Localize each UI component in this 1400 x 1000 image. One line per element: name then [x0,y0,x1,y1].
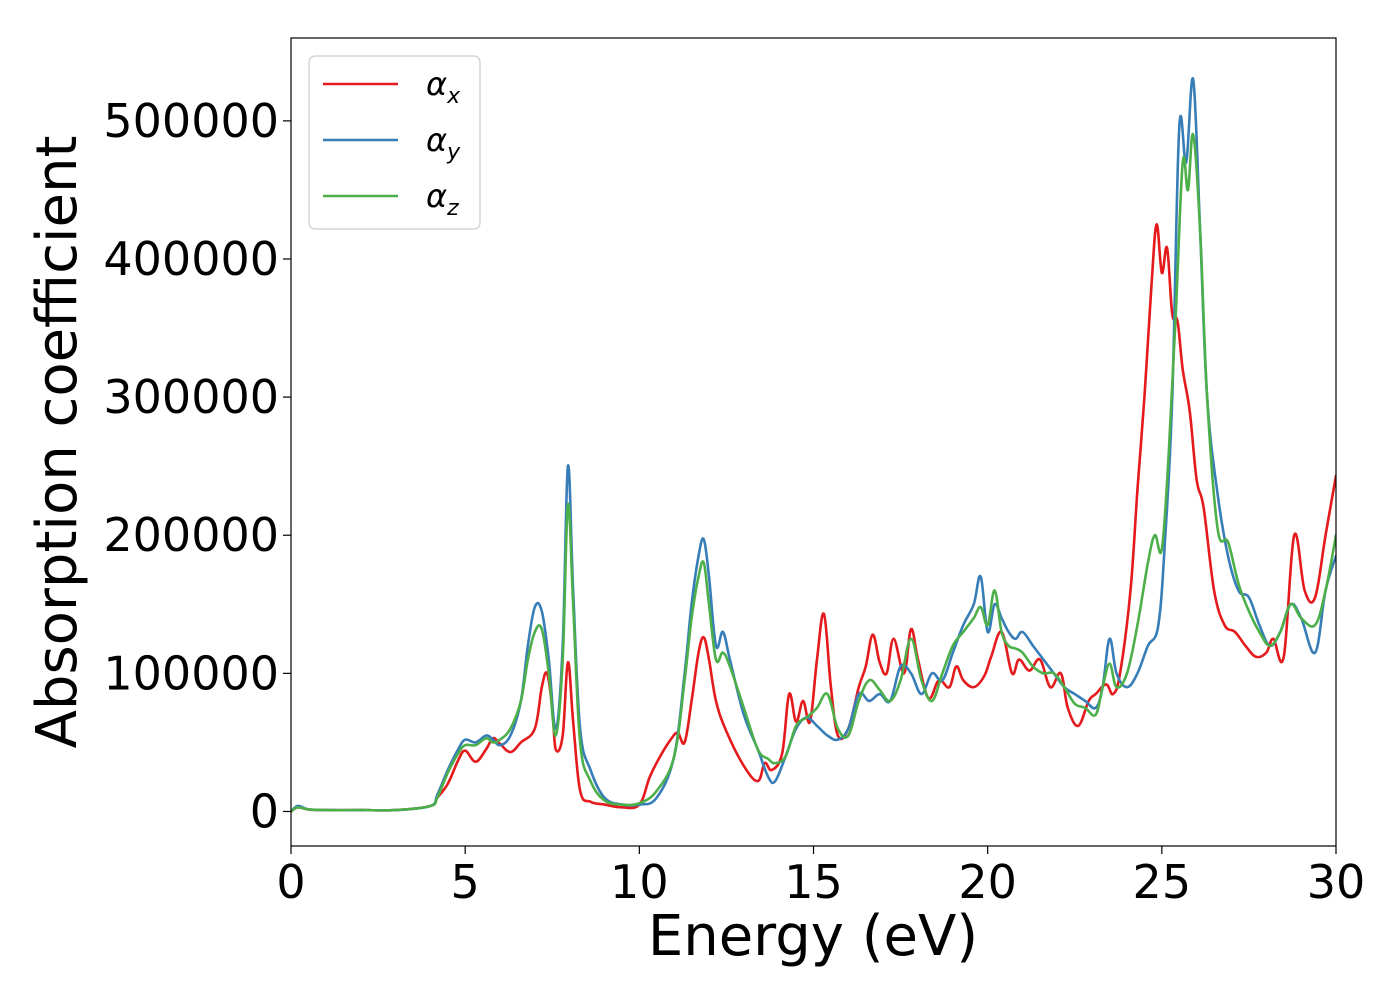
x-tick-label: 30 [1307,855,1366,909]
x-tick-label: 25 [1133,855,1192,909]
y-axis-label: Absorption coefficient [25,136,90,749]
legend-label-x: αx [426,65,461,109]
x-tick-label: 5 [451,855,480,909]
x-tick-label: 20 [958,855,1017,909]
series-line-y [291,77,1336,813]
y-tick-label: 0 [250,784,279,838]
series-line-z [291,133,1336,813]
legend-label-z: αz [426,177,459,221]
y-tick-label: 500000 [103,94,279,148]
legend-box [308,55,481,230]
y-tick-label: 400000 [103,232,279,286]
series-line-x [291,223,1336,813]
x-axis-label: Energy (eV) [648,904,978,969]
legend: αx αy αz [308,55,481,230]
y-tick-label: 300000 [103,370,279,424]
y-tick-label: 200000 [103,508,279,562]
x-axis-ticks: 0 5 10 15 20 25 30 [276,846,1365,909]
x-tick-label: 0 [276,855,305,909]
legend-label-y: αy [426,121,461,165]
y-axis-ticks: 0 100000 200000 300000 400000 500000 [103,94,291,838]
y-tick-label: 100000 [103,646,279,700]
x-tick-label: 10 [610,855,669,909]
series-layer [291,77,1336,813]
x-tick-label: 15 [784,855,843,909]
